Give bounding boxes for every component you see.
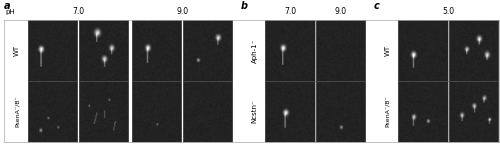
Text: 9.0: 9.0 — [176, 7, 188, 16]
Text: 7.0: 7.0 — [284, 7, 296, 16]
Text: WT: WT — [384, 45, 390, 56]
Text: pH: pH — [5, 8, 15, 15]
Text: WT: WT — [14, 45, 20, 56]
Text: 5.0: 5.0 — [442, 7, 454, 16]
Text: c: c — [374, 1, 379, 11]
Text: Ncstn⁻: Ncstn⁻ — [252, 100, 258, 123]
Text: PsenA⁻/B⁻: PsenA⁻/B⁻ — [14, 96, 20, 127]
Text: 7.0: 7.0 — [72, 7, 84, 16]
Text: PsenA⁻/B⁻: PsenA⁻/B⁻ — [385, 96, 390, 127]
Text: 9.0: 9.0 — [334, 7, 347, 16]
Text: b: b — [240, 1, 247, 11]
Text: a: a — [4, 1, 10, 11]
Text: Aph-1⁻: Aph-1⁻ — [252, 38, 258, 63]
